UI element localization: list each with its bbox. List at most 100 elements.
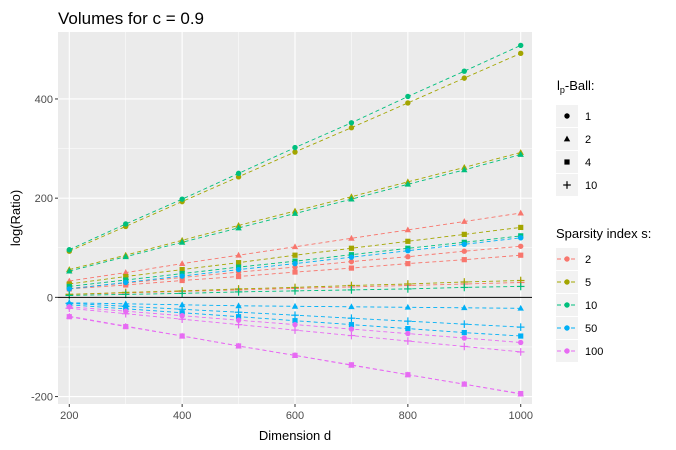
data-point — [122, 253, 129, 260]
data-point — [461, 335, 467, 341]
axes: 200 400 600 800 1000 -200 0 200 400 — [31, 94, 533, 422]
series-line — [69, 212, 521, 282]
legend-ball-shapes: lp-Ball: 1 2 4 10 — [556, 78, 597, 196]
data-point — [179, 273, 185, 279]
data-point — [347, 314, 356, 322]
data-point — [348, 258, 355, 265]
series-s50-ball1 — [66, 235, 524, 292]
data-point — [460, 320, 469, 328]
data-point — [518, 252, 524, 258]
data-point — [405, 330, 411, 337]
data-point — [348, 245, 355, 251]
data-point — [292, 269, 298, 275]
data-point — [348, 303, 355, 310]
legend-sparsity-dot — [564, 302, 570, 308]
series-line — [69, 316, 521, 395]
data-point — [66, 267, 73, 274]
data-point — [517, 304, 524, 311]
data-point — [235, 273, 242, 280]
legend-sparsity-label: 100 — [585, 346, 603, 358]
data-point — [121, 309, 130, 318]
data-point — [234, 308, 243, 317]
legend-ball-title-rest: -Ball: — [565, 78, 595, 93]
data-point — [405, 238, 411, 244]
legend-ball-key — [564, 113, 570, 119]
series-s2-ball2 — [66, 209, 524, 284]
x-axis-title: Dimension d — [259, 428, 331, 443]
data-point — [348, 125, 355, 131]
legend-ball-key — [564, 159, 570, 165]
x-tick-label: 1000 — [508, 410, 532, 422]
data-point — [235, 302, 242, 309]
data-point — [461, 75, 467, 81]
data-point — [123, 279, 129, 286]
data-point — [292, 318, 298, 324]
series-s10-ball2 — [66, 151, 524, 274]
data-point — [178, 301, 186, 308]
data-point — [234, 320, 243, 329]
legend-sparsity: Sparsity index s: 2 5 10 50 100 — [556, 226, 651, 362]
legend-sparsity-dot — [564, 325, 570, 331]
data-point — [292, 149, 298, 155]
data-point — [404, 303, 412, 310]
data-point — [517, 151, 524, 157]
data-point — [235, 224, 242, 231]
data-point — [179, 266, 185, 273]
data-point — [291, 243, 299, 250]
series-s10-ball1 — [66, 42, 524, 253]
data-point — [179, 196, 185, 202]
data-point — [178, 260, 186, 267]
legend-sparsity-dot — [564, 348, 570, 354]
y-axis-title: log(Ratio) — [8, 190, 23, 246]
data-point — [292, 252, 298, 258]
data-point — [123, 273, 129, 280]
legend-sparsity-title: Sparsity index s: — [556, 226, 651, 241]
legend-ball-key — [563, 181, 571, 189]
data-point — [292, 144, 298, 151]
y-tick-label: 200 — [35, 193, 53, 205]
data-point — [235, 314, 242, 320]
data-point — [461, 257, 467, 263]
data-point — [461, 166, 468, 173]
data-point — [461, 218, 468, 224]
data-point — [235, 266, 242, 273]
series-s100-ball10 — [65, 304, 525, 356]
data-point — [65, 291, 74, 300]
data-point — [518, 224, 524, 231]
data-point — [347, 331, 356, 340]
data-point — [122, 269, 129, 275]
data-point — [516, 282, 525, 291]
data-point — [405, 100, 411, 106]
data-point — [518, 333, 524, 339]
data-point — [291, 311, 299, 320]
data-point — [348, 254, 355, 260]
series-s10-ball10 — [65, 282, 525, 300]
data-point — [460, 283, 469, 292]
legend-sparsity-label: 50 — [585, 323, 597, 335]
data-point — [348, 234, 355, 241]
legend-ball-label: 10 — [585, 180, 597, 192]
legend-ball-title-main: l — [557, 78, 560, 93]
series-s50-ball10 — [65, 299, 525, 331]
data-point — [235, 343, 242, 349]
data-point — [405, 372, 411, 378]
data-point — [292, 352, 298, 358]
data-point — [347, 286, 356, 294]
data-point — [518, 243, 524, 249]
data-point — [404, 337, 412, 345]
y-tick-label: 0 — [47, 292, 53, 304]
data-point — [66, 247, 72, 253]
data-point — [348, 265, 355, 271]
y-tick-label: 400 — [35, 94, 53, 106]
data-point — [66, 314, 72, 320]
data-point — [291, 302, 299, 309]
data-point — [404, 317, 412, 325]
legend-ball-label: 4 — [585, 157, 591, 169]
series-s100-ball1 — [66, 304, 524, 346]
data-point — [348, 120, 355, 126]
data-point — [291, 287, 299, 295]
data-point — [518, 339, 524, 346]
data-point — [404, 180, 412, 187]
data-point — [291, 210, 299, 216]
data-point — [517, 209, 524, 216]
